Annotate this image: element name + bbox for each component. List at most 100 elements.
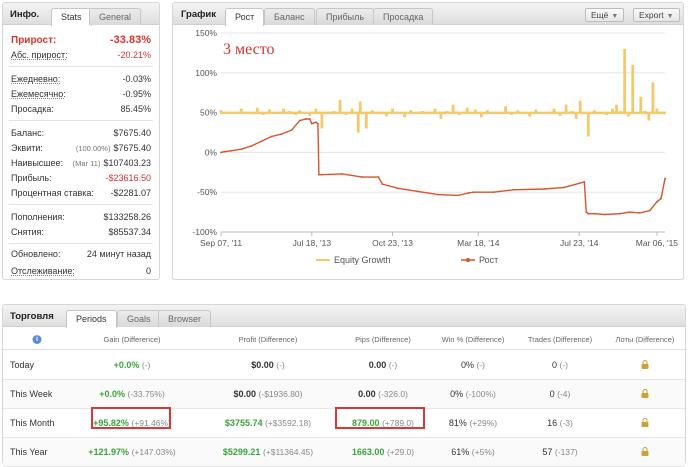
growth-line-path <box>220 118 666 216</box>
col-pips[interactable]: Pips (Difference) <box>355 335 411 344</box>
equity-growth-bar <box>472 111 475 115</box>
cell-gain-diff: (-33.75%) <box>127 389 165 399</box>
equity-growth-bar <box>347 111 350 115</box>
equity-growth-bar <box>409 111 412 115</box>
tab-browser[interactable]: Browser <box>158 310 212 327</box>
equity-growth-bar <box>239 108 243 113</box>
equity-growth-bar <box>304 111 307 115</box>
equity-growth-bar <box>373 111 376 115</box>
equity-growth-bar <box>439 111 442 115</box>
growth-point <box>314 121 317 124</box>
chevron-down-icon: ▼ <box>666 13 674 20</box>
tab-general[interactable]: General <box>89 8 142 25</box>
equity-growth-bar <box>639 96 643 113</box>
equity-growth-bar <box>532 111 535 115</box>
col-lots[interactable]: Лоты (Difference) <box>615 335 675 344</box>
equity-growth-bar <box>266 111 269 115</box>
equity-growth-bar <box>312 111 315 115</box>
equity-growth-bar <box>510 111 513 115</box>
equity-growth-bar <box>292 111 295 115</box>
cell-profit-diff: (+$11364.45) <box>262 447 314 457</box>
equity-growth-bar <box>534 109 538 113</box>
cell-pips: 0.00 (-326.0) <box>358 389 408 399</box>
equity-growth-bar <box>559 111 562 115</box>
gain-highlight-box <box>91 407 171 429</box>
equity-growth-bars <box>219 48 666 137</box>
equity-growth-bar <box>516 110 520 113</box>
equity-growth-bar <box>278 111 281 115</box>
cell-pips-value: 0.00 <box>358 389 376 399</box>
equity-growth-bar <box>409 110 413 113</box>
equity-growth-bar <box>558 112 562 116</box>
growth-point <box>416 190 419 193</box>
equity-growth-bar <box>367 111 370 115</box>
equity-growth-bar <box>645 111 648 115</box>
tab-drawdown[interactable]: Просадка <box>373 8 434 25</box>
cell-pips-value: 1663.00 <box>351 447 385 457</box>
info-row-tracking: Отслеживание: 0 <box>11 266 151 276</box>
cell-pips: 879.00 (+789.0) <box>352 418 414 428</box>
col-gain[interactable]: Gain (Difference) <box>103 335 161 344</box>
tab-periods[interactable]: Periods <box>66 310 117 328</box>
tab-stats[interactable]: Stats <box>51 8 92 26</box>
equity-growth-bar <box>454 111 457 115</box>
row-label: Today <box>10 360 35 370</box>
tab-growth[interactable]: Рост <box>225 8 265 26</box>
tab-balance[interactable]: Баланс <box>264 8 315 25</box>
equity-growth-bar <box>664 111 666 115</box>
growth-point <box>381 183 384 186</box>
equity-growth-bar <box>589 111 592 115</box>
equity-growth-bar <box>232 111 235 115</box>
equity-growth-bar <box>464 111 467 115</box>
equity-growth-bar <box>504 106 507 113</box>
daily-value: -0.03% <box>122 74 151 84</box>
cell-pips-diff: (-326.0) <box>378 389 408 399</box>
col-profit[interactable]: Profit (Difference) <box>238 335 298 344</box>
cell-trades-value: 57 <box>542 447 553 457</box>
info-row-equity: Эквити: (100.00%) $7675.40 <box>11 143 151 153</box>
y-tick-label: 50% <box>200 108 217 118</box>
equity-growth-bar <box>651 111 654 115</box>
equity-growth-bar <box>405 111 408 115</box>
cell-profit-value: $0.00 <box>251 360 274 370</box>
col-trades[interactable]: Trades (Difference) <box>527 335 593 344</box>
equity-growth-bar <box>528 111 531 115</box>
info-row-monthly: Ежемесячно: -0.95% <box>11 89 151 99</box>
equity-growth-bar <box>282 108 285 113</box>
cell-gain: +121.97% (+147.03%) <box>88 447 176 457</box>
equity-growth-bar <box>320 111 323 115</box>
tab-goals[interactable]: Goals <box>117 310 161 327</box>
more-dropdown[interactable]: Ещё ▼ <box>585 8 625 22</box>
info-row-withdrawals: Снятия: $85537.34 <box>11 227 151 237</box>
trading-tabbar: Торговля Periods Goals Browser <box>3 305 685 328</box>
col-win[interactable]: Win % (Difference) <box>441 335 505 344</box>
growth-point <box>304 118 307 120</box>
cell-gain-diff: (+91.46%) <box>131 418 171 428</box>
equity-growth-bar <box>310 111 313 115</box>
cell-gain-value: +95.82% <box>93 418 129 428</box>
export-dropdown[interactable]: Export ▼ <box>633 8 680 22</box>
legend-label-growth: Рост <box>479 255 498 265</box>
drawdown-label: Просадка: <box>11 104 54 114</box>
monthly-label[interactable]: Ежемесячно: <box>11 89 66 99</box>
daily-label[interactable]: Ежедневно: <box>11 74 61 84</box>
equity-growth-bar <box>256 111 259 115</box>
info-row-gain: Прирост: -33.83% <box>11 34 151 46</box>
tab-profit[interactable]: Прибыль <box>316 8 375 25</box>
equity-growth-bar <box>375 111 378 115</box>
equity-growth-bar <box>484 111 487 115</box>
equity-growth-bar <box>328 111 331 115</box>
cell-gain: +0.0% (-) <box>114 360 151 370</box>
info-icon[interactable]: i <box>32 334 42 344</box>
equity-growth-bar <box>219 110 223 113</box>
abs-gain-label[interactable]: Абс. прирост: <box>11 50 68 60</box>
equity-growth-bar <box>439 112 443 119</box>
equity-growth-bar <box>520 111 523 115</box>
equity-growth-bar <box>255 107 259 113</box>
equity-growth-bar <box>488 111 491 115</box>
equity-growth-bar <box>452 111 455 115</box>
tracking-label[interactable]: Отслеживание: <box>11 266 75 276</box>
equity-growth-bar <box>542 111 545 115</box>
equity-growth-bar <box>397 111 400 115</box>
equity-growth-bar <box>458 111 461 115</box>
